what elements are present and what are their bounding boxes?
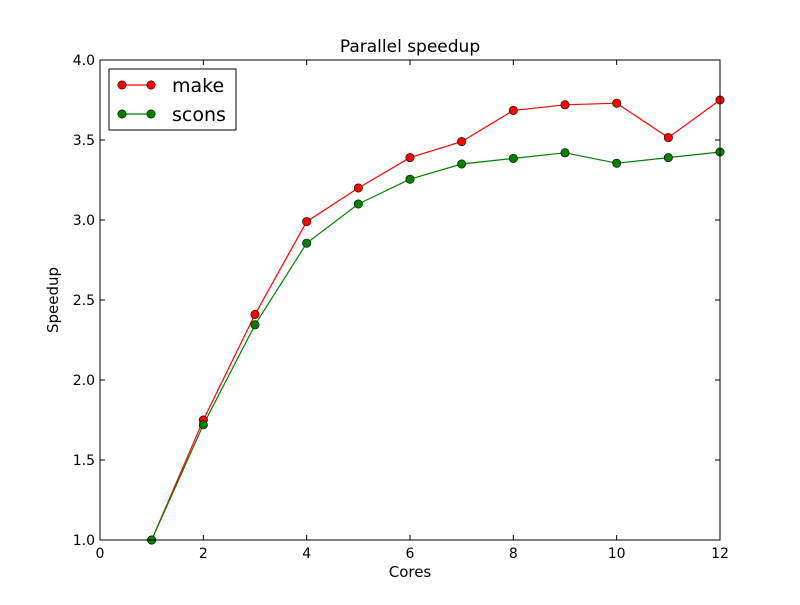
y-tick-label: 1.0 xyxy=(73,533,95,549)
y-tick-label: 4.0 xyxy=(73,53,95,69)
x-tick-label: 8 xyxy=(509,546,518,562)
legend-marker-make xyxy=(117,80,127,90)
data-point-make xyxy=(457,137,467,147)
data-point-make xyxy=(560,100,570,110)
data-point-make xyxy=(508,105,518,115)
data-point-scons xyxy=(508,153,518,163)
y-tick-label: 2.5 xyxy=(73,293,95,309)
data-point-scons xyxy=(663,153,673,163)
x-axis-label: Cores xyxy=(389,563,432,581)
data-point-scons xyxy=(612,158,622,168)
y-tick-label: 3.0 xyxy=(73,213,95,229)
data-point-make xyxy=(302,217,312,227)
data-point-scons xyxy=(250,320,260,330)
data-point-scons xyxy=(405,174,415,184)
data-point-make xyxy=(405,153,415,163)
data-point-scons xyxy=(198,420,208,430)
x-tick-label: 6 xyxy=(406,546,415,562)
legend-marker-make xyxy=(146,80,156,90)
y-axis-label: Speedup xyxy=(44,267,62,333)
x-tick-label: 12 xyxy=(711,546,729,562)
legend-label-make: make xyxy=(172,75,224,97)
plot-area xyxy=(100,60,720,540)
data-point-scons xyxy=(560,148,570,158)
x-tick-label: 4 xyxy=(302,546,311,562)
y-tick-label: 3.5 xyxy=(73,133,95,149)
x-tick-label: 10 xyxy=(608,546,626,562)
tick-layer: 0 2 4 6 8 10 12 1.0 1.5 2.0 2.5 3.0 3.5 4.0 xyxy=(73,53,729,562)
legend-box xyxy=(108,68,237,131)
x-tick-label: 0 xyxy=(96,546,105,562)
data-point-make xyxy=(250,309,260,319)
data-point-make xyxy=(353,183,363,193)
legend: make scons xyxy=(108,68,237,131)
chart-title: Parallel speedup xyxy=(340,37,480,57)
legend-marker-scons xyxy=(117,109,127,119)
data-point-scons xyxy=(302,238,312,248)
data-point-make xyxy=(663,133,673,143)
y-tick-label: 1.5 xyxy=(73,453,95,469)
y-tick-label: 2.0 xyxy=(73,373,95,389)
data-point-scons xyxy=(457,159,467,169)
data-point-make xyxy=(612,98,622,108)
legend-marker-scons xyxy=(146,109,156,119)
data-point-scons xyxy=(353,199,363,209)
legend-label-scons: scons xyxy=(172,104,226,126)
series-layer xyxy=(151,99,720,540)
series-line-make xyxy=(151,99,720,540)
series-line-scons xyxy=(151,151,720,540)
x-tick-label: 2 xyxy=(199,546,208,562)
